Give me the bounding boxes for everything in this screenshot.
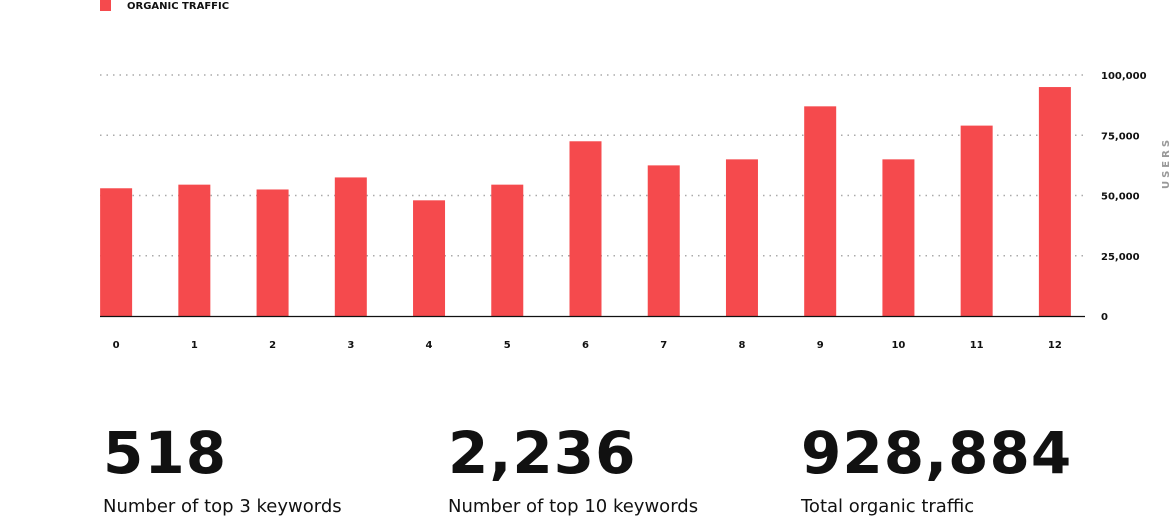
stat-label: Total organic traffic (801, 496, 975, 517)
x-tick-label: 8 (738, 340, 745, 351)
bar (882, 159, 915, 316)
bar (413, 200, 446, 316)
x-tick-label: 2 (269, 340, 276, 351)
stat-label: Number of top 3 keywords (103, 496, 342, 517)
stat: 518 Number of top 3 keywords (103, 418, 342, 517)
legend-label: ORGANIC TRAFFIC (127, 1, 229, 12)
y-axis-label: USERS (1161, 137, 1170, 189)
bar (334, 177, 367, 316)
bar (100, 188, 133, 316)
stat-value: 518 (103, 419, 228, 487)
bar (647, 165, 680, 316)
x-tick-label: 7 (660, 340, 667, 351)
bar (1038, 87, 1071, 316)
stat: 928,884 Total organic traffic (801, 418, 1072, 517)
y-tick-label: 25,000 (1101, 252, 1140, 263)
x-tick-label: 11 (970, 340, 984, 351)
x-tick-label: 0 (113, 340, 120, 351)
stat-value: 928,884 (801, 419, 1073, 487)
stat-label: Number of top 10 keywords (448, 496, 699, 517)
bar (960, 125, 993, 316)
y-tick-label: 75,000 (1101, 131, 1140, 142)
bar (569, 141, 602, 316)
bar (256, 189, 289, 316)
bar (491, 184, 524, 316)
legend-swatch (100, 0, 111, 11)
x-tick-label: 4 (426, 340, 433, 351)
x-tick-label: 12 (1048, 340, 1062, 351)
x-tick-label: 10 (891, 340, 905, 351)
chart: ORGANIC TRAFFIC USERS 0 25,000 50,000 75,00… (100, 0, 1170, 351)
y-tick-label: 0 (1101, 312, 1108, 323)
x-tick-label: 5 (504, 340, 511, 351)
stat: 2,236 Number of top 10 keywords (448, 418, 698, 517)
stat-value: 2,236 (448, 419, 637, 487)
bar (178, 184, 211, 316)
x-tick-label: 9 (817, 340, 824, 351)
bar (804, 106, 837, 316)
x-tick-label: 3 (347, 340, 354, 351)
x-tick-label: 1 (191, 340, 198, 351)
bar (725, 159, 758, 316)
y-tick-label: 100,000 (1101, 71, 1147, 82)
y-tick-label: 50,000 (1101, 192, 1140, 203)
x-tick-label: 6 (582, 340, 589, 351)
